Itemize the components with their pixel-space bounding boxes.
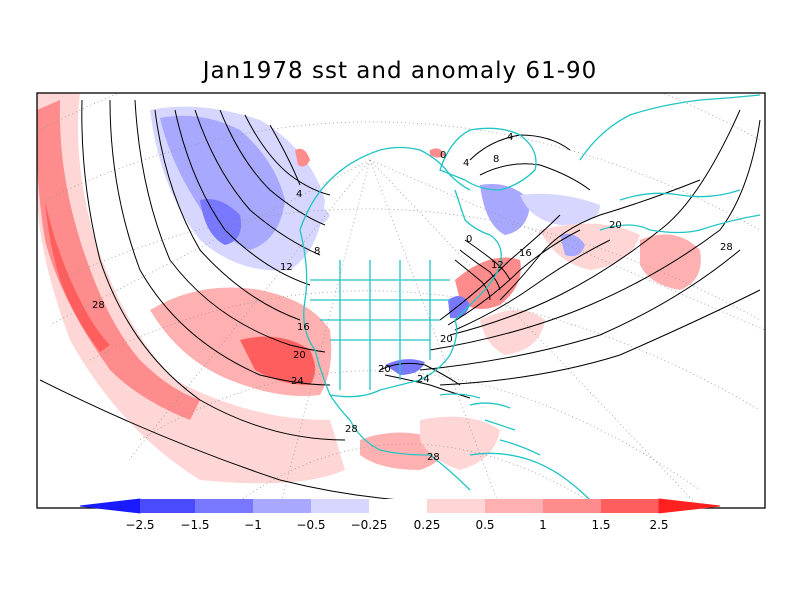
- contour-label: 8: [314, 246, 320, 257]
- contour-label: 12: [491, 260, 504, 271]
- cold-anomaly-labrador-light: [520, 193, 600, 225]
- colorbar: −2.5 −1.5 −1 −0.5 −0.25 0.25 0.5 1 1.5 2…: [79, 498, 721, 532]
- colorbar-label: 0.25: [414, 518, 441, 532]
- colorbar-bin: [311, 499, 369, 513]
- warm-anomaly-baja-strong: [240, 336, 315, 385]
- contour-labels: 28 4 8 12 16 20 24 28 28 0 4 8 0 4 12 16…: [92, 132, 733, 463]
- warm-anomaly-west: [37, 100, 200, 420]
- coastline-greenland: [439, 127, 537, 191]
- cold-anomaly-north-pacific-strong: [200, 199, 241, 245]
- graticule: [39, 93, 765, 508]
- contour-label: 24: [417, 374, 430, 385]
- contour-label: 20: [293, 350, 306, 361]
- cold-anomaly-mid-atlantic: [560, 233, 585, 257]
- colorbar-label: −0.25: [351, 518, 388, 532]
- contour-label: 4: [463, 158, 469, 169]
- contour-label: 4: [507, 132, 513, 143]
- map-title: Jan1978 sst and anomaly 61-90: [202, 58, 598, 84]
- colorbar-bin: [485, 499, 543, 513]
- colorbar-label: 1: [539, 518, 547, 532]
- cold-anomaly-gulf-of-mexico: [385, 359, 425, 375]
- coastline-us-states: [310, 260, 450, 390]
- cold-anomaly-gulf-coast: [448, 296, 470, 319]
- coastline-north-america-east: [329, 189, 502, 398]
- coastline-south-america: [469, 452, 591, 501]
- sst-contours: [39, 99, 761, 501]
- warm-anomaly-atlantic-mid: [480, 310, 545, 355]
- warm-anomaly-tropical-light: [420, 416, 500, 470]
- contour-label: 16: [519, 248, 532, 259]
- warm-anomaly-hudson-bay: [295, 148, 310, 167]
- colorbar-label: −1.5: [180, 518, 209, 532]
- cold-anomaly-eastern-pacific-far: [300, 203, 330, 226]
- contour-label: 12: [280, 262, 293, 273]
- colorbar-arrow-right: [658, 498, 721, 514]
- warm-anomaly-west-light: [37, 93, 345, 484]
- contour-label: 28: [427, 452, 440, 463]
- contour-label: 20: [378, 364, 391, 375]
- colorbar-label: −1: [244, 518, 262, 532]
- colorbar-label: 0.5: [475, 518, 494, 532]
- coastline-canada: [299, 146, 471, 231]
- colorbar-bin: [543, 499, 601, 513]
- contour-label: 4: [296, 189, 302, 200]
- coastlines: [299, 94, 761, 501]
- warm-anomaly-greenland: [430, 148, 445, 158]
- colorbar-bin: [427, 499, 485, 513]
- colorbar-label: −2.5: [125, 518, 154, 532]
- contour-label: 28: [720, 242, 733, 253]
- contour-label: 0: [466, 234, 472, 245]
- colorbar-bin: [253, 499, 311, 513]
- colorbar-label: 1.5: [591, 518, 610, 532]
- warm-anomaly-north-atlantic: [540, 223, 640, 270]
- contour-label: 28: [92, 300, 105, 311]
- cold-anomaly-labrador: [480, 184, 530, 235]
- contour-label: 16: [297, 322, 310, 333]
- colorbar-label: −0.5: [296, 518, 325, 532]
- colorbar-bin: [195, 499, 253, 513]
- coastline-europe: [579, 94, 761, 234]
- coastline-north-america-west: [299, 229, 471, 491]
- colorbar-label: 2.5: [649, 518, 668, 532]
- contour-label: 20: [609, 220, 622, 231]
- contour-label: 0: [440, 150, 446, 161]
- colorbar-bin: [601, 499, 659, 513]
- contour-label: 24: [291, 376, 304, 387]
- coastline-caribbean: [439, 393, 541, 456]
- warm-anomaly-atlantic-east: [640, 234, 701, 290]
- contour-label: 28: [345, 424, 358, 435]
- projection-mask: [37, 280, 170, 508]
- contour-label: 20: [440, 334, 453, 345]
- contour-label: 8: [493, 154, 499, 165]
- colorbar-bin: [369, 499, 427, 513]
- colorbar-bin: [140, 499, 195, 513]
- cold-anomaly-north-pacific: [160, 115, 285, 250]
